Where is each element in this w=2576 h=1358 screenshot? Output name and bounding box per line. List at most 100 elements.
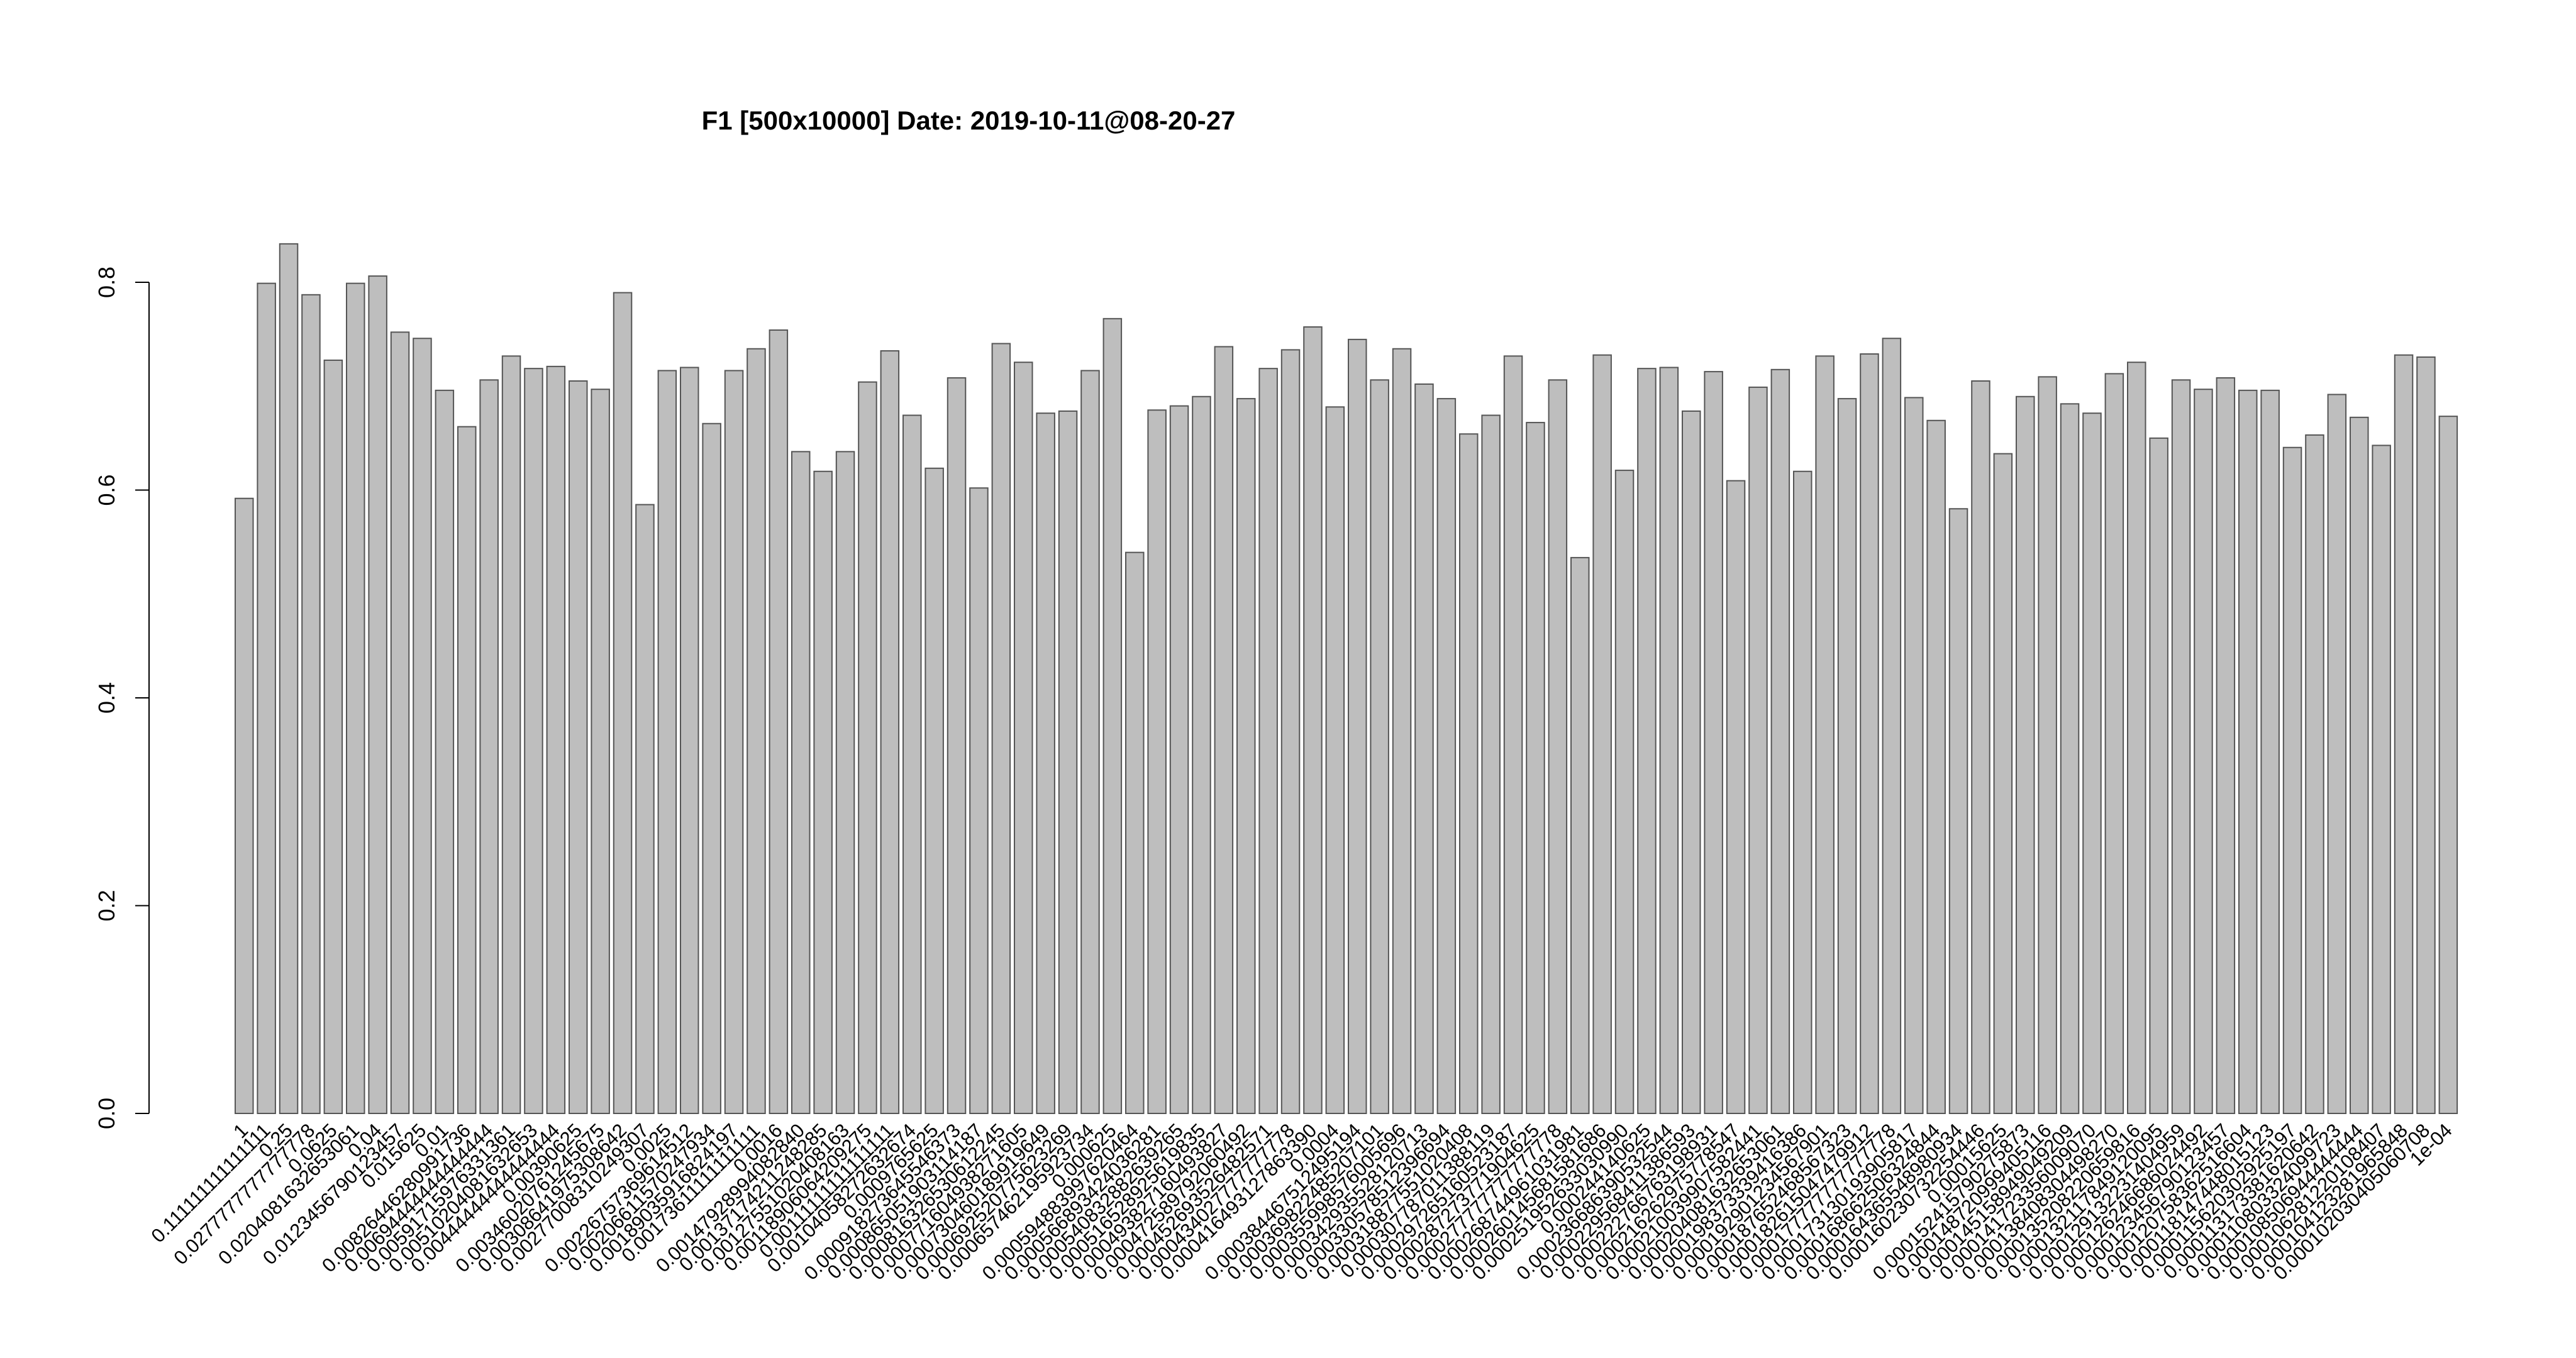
bar [902, 414, 922, 1114]
bar [613, 292, 633, 1114]
bar [880, 350, 900, 1115]
bar [1014, 362, 1033, 1114]
bar [924, 467, 944, 1114]
bar [2104, 373, 2124, 1114]
bar [747, 348, 766, 1114]
bar [1147, 409, 1167, 1115]
bar [2082, 412, 2102, 1115]
bar [2216, 377, 2236, 1114]
bar [235, 497, 254, 1114]
bar [1280, 349, 1301, 1114]
bars-group [235, 243, 2458, 1115]
bar [702, 422, 721, 1114]
bar [1481, 414, 1501, 1114]
bar [991, 343, 1011, 1114]
y-tick-label: 0.6 [94, 474, 119, 505]
bar [1815, 355, 1835, 1114]
bar [1526, 422, 1545, 1114]
bar [1303, 326, 1323, 1114]
bar [947, 377, 967, 1114]
bar [524, 368, 543, 1114]
bar [1592, 354, 1612, 1114]
bar [1414, 383, 1434, 1115]
bar [435, 389, 455, 1114]
bar [2194, 389, 2213, 1114]
bar [479, 379, 499, 1115]
bar [2016, 395, 2035, 1114]
bar [457, 426, 477, 1114]
bar [1682, 410, 1701, 1114]
bar [1102, 317, 1123, 1114]
chart-title: F1 [500x10000] Date: 2019-10-11@08-20-27 [702, 106, 1236, 135]
y-tick-label: 0.2 [94, 890, 119, 921]
bar [2372, 444, 2391, 1114]
bar [2394, 354, 2414, 1114]
bar [1770, 368, 1790, 1114]
bar [2127, 362, 2146, 1114]
bar [1704, 371, 1723, 1114]
bar [1948, 508, 1968, 1114]
bar [835, 451, 855, 1114]
bar [1860, 353, 1879, 1115]
bar [1837, 398, 1857, 1115]
bar [1058, 410, 1078, 1114]
bar [657, 370, 677, 1114]
bar [680, 367, 699, 1114]
bar [546, 365, 566, 1114]
bar [858, 381, 877, 1114]
bar [1459, 433, 1479, 1114]
bar [1236, 398, 1256, 1115]
bar [1614, 470, 1635, 1114]
bar [390, 331, 410, 1115]
bar [501, 355, 521, 1114]
bar [2305, 434, 2324, 1114]
bar [1748, 386, 1768, 1115]
bar [569, 380, 588, 1114]
bar [301, 294, 321, 1115]
bar [323, 359, 343, 1114]
bar [591, 389, 610, 1114]
bar [1348, 338, 1367, 1115]
bar [2060, 403, 2080, 1114]
bar [1659, 367, 1679, 1114]
bar [2149, 437, 2168, 1114]
bar [1192, 395, 1211, 1114]
bar [2260, 389, 2280, 1114]
bar [346, 282, 365, 1115]
bar [2416, 356, 2436, 1114]
bar [1258, 368, 1278, 1114]
bar [1080, 370, 1100, 1114]
y-tick-label: 0.8 [94, 267, 119, 298]
bar [724, 370, 744, 1114]
bar [1503, 355, 1523, 1114]
bar [1370, 379, 1389, 1115]
bar [635, 504, 655, 1114]
bar [1882, 338, 1902, 1114]
bar [1125, 551, 1145, 1114]
bar [2238, 389, 2258, 1114]
bar [1325, 406, 1345, 1114]
bar [2038, 376, 2057, 1115]
y-tick-label: 0.4 [94, 682, 119, 714]
bar [1548, 379, 1568, 1115]
bar [1726, 480, 1746, 1114]
bar [2438, 416, 2458, 1114]
bar [413, 338, 432, 1114]
bar [1392, 348, 1412, 1114]
bar [257, 282, 276, 1115]
y-tick-label: 0.0 [94, 1098, 119, 1129]
y-axis: 0.0 0.2 0.4 0.6 0.8 [94, 267, 150, 1129]
bar [1570, 556, 1590, 1114]
bar [368, 275, 387, 1115]
bar [1793, 470, 1813, 1114]
bar [1637, 368, 1657, 1114]
bar [1926, 419, 1946, 1114]
bar [2350, 416, 2369, 1115]
bar [1971, 380, 1990, 1114]
bar [279, 243, 299, 1114]
bar [1214, 346, 1234, 1115]
bar [1169, 405, 1189, 1115]
bar [1993, 453, 2013, 1114]
bar [1904, 397, 1924, 1114]
bar [969, 487, 989, 1114]
